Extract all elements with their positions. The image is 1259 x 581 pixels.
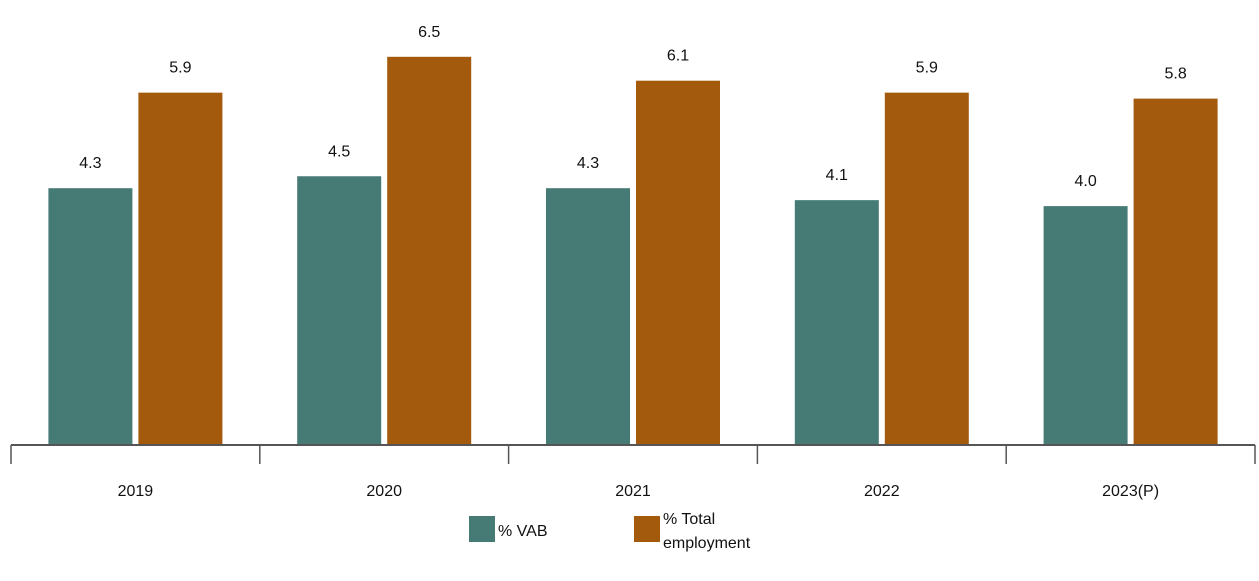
value-label-vab-2023(P): 4.0 bbox=[1074, 173, 1096, 190]
x-tick-label-2019: 2019 bbox=[118, 483, 154, 500]
legend-label-vab: % VAB bbox=[498, 523, 548, 540]
x-axis: 2019 2020 2021 2022 2023(P) bbox=[10, 444, 1256, 500]
value-label-vab-2021: 4.3 bbox=[577, 155, 599, 172]
legend-label-line: % VAB bbox=[498, 523, 548, 540]
bar-vab-2019 bbox=[48, 188, 133, 445]
x-tick-label-2021: 2021 bbox=[615, 483, 651, 500]
bar-vab-2022 bbox=[794, 200, 879, 445]
value-labels-layer: 4.3 5.9 4.5 6.5 4.3 6.1 4.1 5.9 4.0 5.8 bbox=[79, 24, 1187, 190]
legend-swatch-vab bbox=[469, 516, 495, 542]
value-label-vab-2020: 4.5 bbox=[328, 143, 350, 160]
bars-layer bbox=[48, 56, 1218, 446]
bar-employment-2019 bbox=[138, 92, 223, 445]
legend-label-line: employment bbox=[663, 535, 751, 552]
bar-vab-2023(P) bbox=[1043, 206, 1128, 445]
legend-swatch-employment bbox=[634, 516, 660, 542]
legend-label-line: % Total bbox=[663, 511, 715, 528]
x-tick-label-2023(P): 2023(P) bbox=[1102, 483, 1159, 500]
value-label-employment-2019: 5.9 bbox=[169, 60, 191, 77]
value-label-employment-2020: 6.5 bbox=[418, 24, 440, 41]
bar-vab-2020 bbox=[297, 176, 382, 445]
bar-employment-2020 bbox=[387, 56, 472, 446]
value-label-vab-2019: 4.3 bbox=[79, 155, 101, 172]
legend: % VAB % Total employment bbox=[469, 511, 751, 552]
value-label-vab-2022: 4.1 bbox=[826, 167, 848, 184]
x-tick-label-2022: 2022 bbox=[864, 483, 900, 500]
bar-employment-2022 bbox=[884, 92, 969, 445]
x-tick-label-2020: 2020 bbox=[366, 483, 402, 500]
legend-label-employment: % Total employment bbox=[663, 511, 751, 552]
value-label-employment-2021: 6.1 bbox=[667, 48, 689, 65]
bar-employment-2021 bbox=[636, 80, 720, 445]
value-label-employment-2022: 5.9 bbox=[916, 60, 938, 77]
value-label-employment-2023(P): 5.8 bbox=[1164, 66, 1186, 83]
bar-employment-2023(P) bbox=[1133, 98, 1218, 445]
bar-vab-2021 bbox=[546, 188, 630, 445]
